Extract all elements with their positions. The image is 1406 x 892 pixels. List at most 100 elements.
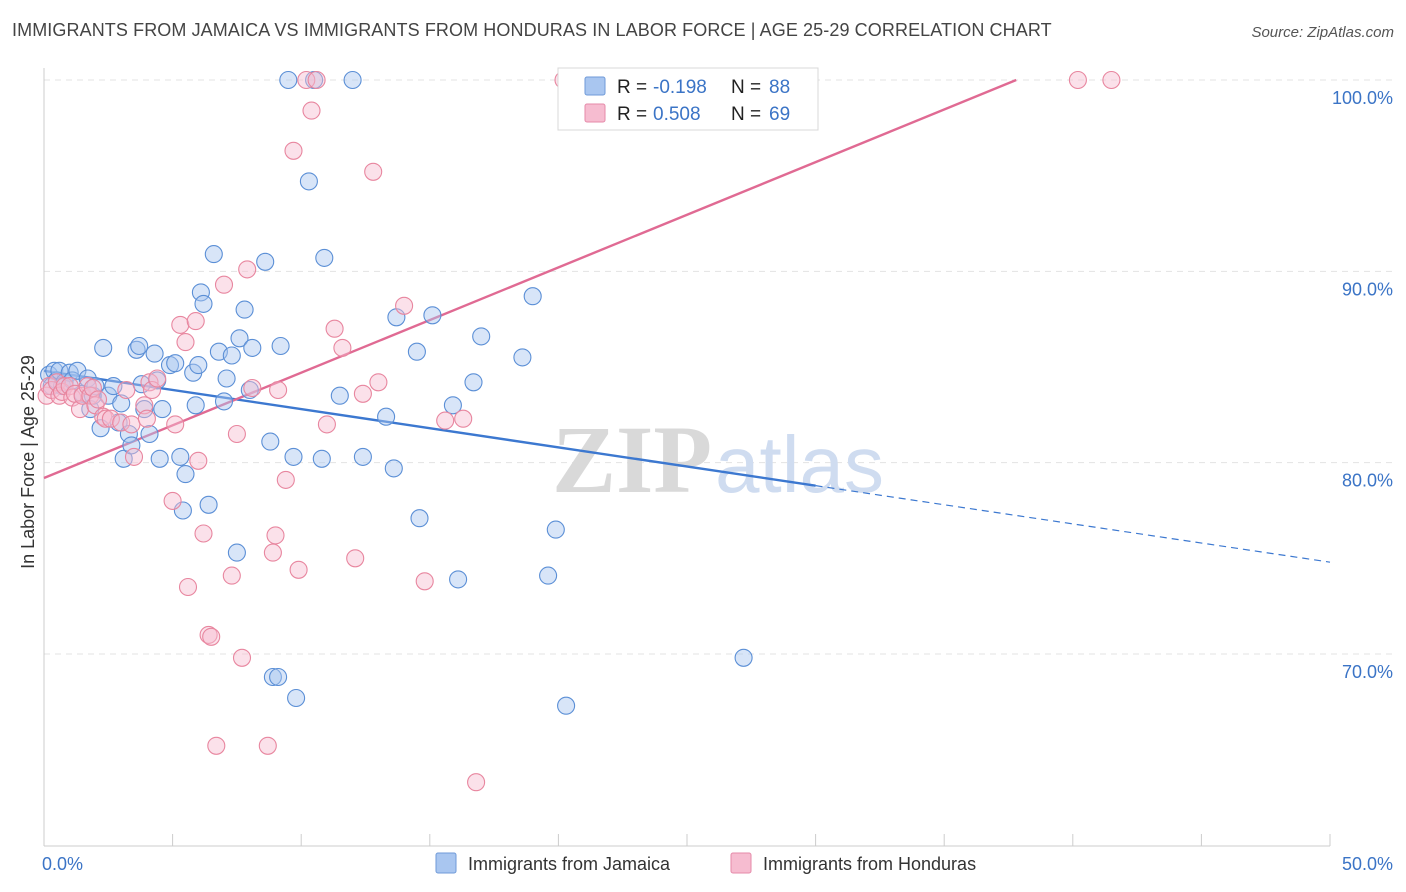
- data-point-s1-51: [284, 141, 303, 160]
- data-point-s0-65: [315, 248, 334, 267]
- data-point-s1-27: [142, 380, 162, 400]
- data-point-s1-34: [186, 312, 205, 331]
- data-point-s1-19: [101, 409, 120, 428]
- trend-line-0: [43, 369, 816, 487]
- data-point-s1-44: [238, 260, 257, 279]
- data-point-s1-57: [325, 319, 344, 338]
- y-tick-label-70: 70.0%: [1342, 662, 1393, 682]
- data-point-s0-23: [122, 436, 141, 455]
- data-point-s0-32: [153, 400, 172, 419]
- data-point-s0-68: [353, 447, 372, 466]
- data-point-s1-37: [199, 625, 218, 644]
- y-tick-label-100: 100.0%: [1332, 88, 1393, 108]
- data-point-s1-67: [467, 773, 486, 792]
- data-point-s1-29: [163, 491, 182, 510]
- legend-series-label-jamaica: Immigrants from Jamaica: [468, 854, 671, 874]
- data-point-s0-57: [269, 667, 288, 687]
- data-point-s0-35: [171, 447, 190, 466]
- data-point-s1-39: [207, 736, 226, 755]
- data-point-s0-28: [140, 424, 159, 444]
- data-point-s1-11: [73, 386, 92, 405]
- data-point-s0-20: [112, 394, 131, 413]
- data-point-s0-82: [546, 520, 565, 539]
- data-point-s0-67: [343, 70, 362, 90]
- legend-stats: R = -0.198 N = 88 R = 0.508 N = 69: [557, 67, 819, 131]
- data-point-s1-14: [83, 378, 102, 398]
- data-point-s1-43: [232, 648, 252, 667]
- x-tick-label-max: 50.0%: [1342, 854, 1393, 874]
- data-points: [37, 70, 1121, 792]
- data-point-s1-22: [122, 415, 141, 434]
- data-point-s1-60: [353, 384, 372, 403]
- data-point-s1-46: [258, 736, 277, 755]
- chart-title: IMMIGRANTS FROM JAMAICA VS IMMIGRANTS FR…: [12, 20, 1052, 40]
- data-point-s0-60: [284, 447, 303, 466]
- data-point-s0-80: [523, 287, 542, 306]
- data-point-s0-73: [410, 509, 429, 528]
- data-point-s0-52: [240, 380, 259, 400]
- data-point-s1-32: [176, 333, 195, 352]
- y-axis-label: In Labor Force | Age 25-29: [18, 355, 38, 569]
- data-point-s1-59: [346, 549, 365, 568]
- data-point-s0-61: [287, 688, 306, 708]
- data-point-s0-47: [217, 369, 236, 388]
- data-point-s0-42: [194, 294, 213, 313]
- legend-r-label-jamaica: R =: [617, 77, 647, 98]
- data-point-s1-23: [124, 447, 144, 466]
- data-point-s1-50: [276, 470, 295, 489]
- legend-series-swatch-jamaica: [435, 852, 457, 874]
- data-point-s0-39: [186, 396, 205, 415]
- data-point-s1-28: [148, 369, 167, 388]
- legend-n-label-jamaica: N =: [731, 77, 761, 98]
- legend-series: Immigrants from Jamaica Immigrants from …: [435, 852, 976, 874]
- data-point-s1-61: [364, 162, 383, 181]
- data-point-s1-17: [94, 407, 113, 426]
- data-point-s1-48: [266, 526, 285, 545]
- x-tick-label-min: 0.0%: [42, 854, 83, 874]
- legend-series-label-honduras: Immigrants from Honduras: [763, 854, 976, 874]
- data-point-s0-14: [86, 377, 105, 396]
- y-tick-labels: 70.0% 80.0% 90.0% 100.0%: [1332, 88, 1393, 682]
- data-point-s0-56: [263, 667, 282, 687]
- data-point-s1-49: [269, 380, 288, 400]
- legend-n-value-jamaica: 88: [769, 77, 790, 98]
- data-point-s0-72: [407, 342, 426, 361]
- data-point-s0-74: [423, 306, 442, 325]
- data-point-s0-25: [130, 336, 149, 356]
- data-point-s1-21: [117, 380, 136, 400]
- data-point-s0-44: [204, 245, 223, 264]
- data-point-s0-58: [271, 336, 290, 356]
- data-point-s0-81: [539, 566, 558, 585]
- data-point-s1-54: [302, 101, 321, 120]
- y-tick-label-90: 90.0%: [1342, 279, 1393, 299]
- data-point-s1-25: [137, 409, 156, 428]
- data-point-s0-41: [191, 283, 210, 302]
- series-points-1: [37, 70, 1121, 792]
- legend-n-label-honduras: N =: [731, 104, 761, 125]
- data-point-s0-75: [443, 396, 462, 415]
- data-point-s0-46: [214, 392, 234, 411]
- data-point-s0-34: [166, 354, 185, 373]
- data-point-s1-52: [289, 560, 308, 579]
- data-point-s0-48: [222, 346, 241, 365]
- legend-swatch-honduras: [584, 103, 606, 123]
- data-point-s1-24: [135, 396, 154, 415]
- data-point-s1-58: [333, 338, 352, 357]
- data-point-s1-30: [166, 415, 185, 434]
- data-point-s0-54: [256, 252, 275, 271]
- data-point-s1-55: [307, 70, 326, 90]
- data-point-s1-16: [88, 390, 108, 409]
- data-point-s0-70: [384, 459, 403, 478]
- data-point-s0-79: [513, 348, 532, 367]
- data-point-s0-50: [230, 329, 249, 348]
- trend-line-1: [43, 78, 1017, 480]
- data-point-s0-64: [312, 449, 331, 468]
- legend-r-value-jamaica: -0.198: [653, 77, 707, 98]
- data-point-s0-49: [227, 543, 246, 562]
- data-point-s1-42: [227, 424, 246, 444]
- data-point-s0-9: [68, 361, 87, 380]
- data-point-s1-41: [222, 566, 241, 585]
- watermark-atlas: atlas: [715, 420, 884, 509]
- x-ticks: [43, 834, 1331, 846]
